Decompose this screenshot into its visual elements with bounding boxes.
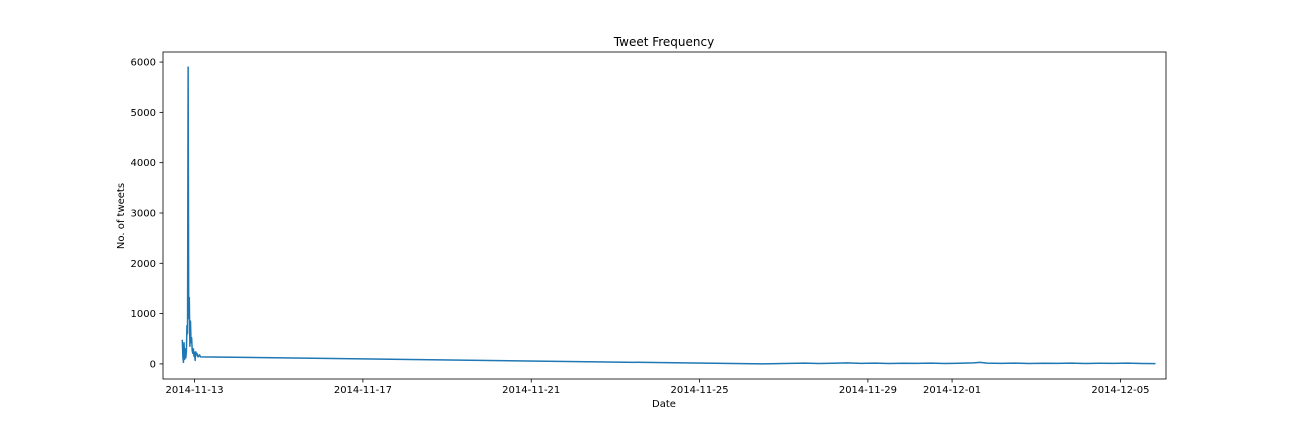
x-tick-label: 2014-12-05 — [1091, 385, 1149, 396]
x-tick-label: 2014-12-01 — [923, 385, 981, 396]
x-tick-label: 2014-11-13 — [166, 385, 224, 396]
x-tick-label: 2014-11-25 — [671, 385, 729, 396]
y-tick-label: 2000 — [131, 259, 156, 270]
x-tick-label: 2014-11-17 — [334, 385, 392, 396]
y-tick-label: 4000 — [131, 158, 156, 169]
y-tick-label: 6000 — [131, 58, 156, 69]
x-tick-label: 2014-11-21 — [502, 385, 560, 396]
x-axis-label: Date — [652, 399, 676, 410]
y-tick-label: 5000 — [131, 108, 156, 119]
axes-frame — [162, 51, 1167, 380]
y-tick-label: 1000 — [131, 309, 156, 320]
y-tick-label: 0 — [150, 359, 156, 370]
series-line-0 — [181, 66, 1156, 365]
x-tick-label: 2014-11-29 — [839, 385, 897, 396]
y-tick-label: 3000 — [131, 208, 156, 219]
chart-title: Tweet Frequency — [613, 35, 714, 49]
plot-area: 0 1000 2000 3000 4000 5000 6000 2014-11-13 2014-… — [131, 51, 1167, 396]
y-axis-label: No. of tweets — [116, 183, 127, 249]
